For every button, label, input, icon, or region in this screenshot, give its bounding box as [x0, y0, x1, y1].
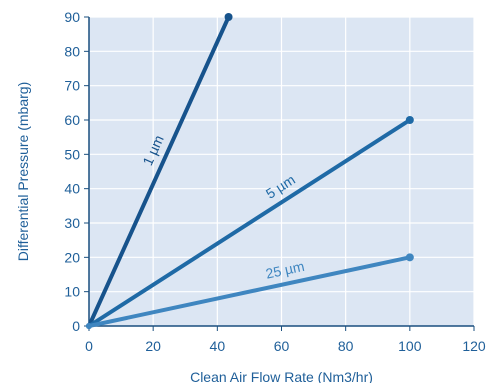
series-line — [87, 255, 412, 328]
y-tick-label: 0 — [72, 318, 80, 334]
series-line — [87, 15, 231, 328]
axes — [84, 16, 475, 331]
grid — [89, 16, 475, 326]
x-tick-label: 80 — [338, 338, 354, 354]
y-tick-label: 90 — [64, 9, 80, 25]
y-tick-label: 40 — [64, 181, 80, 197]
series-endpoint — [405, 116, 414, 124]
series-label: 25 µm — [264, 258, 306, 282]
x-tick-label: 20 — [145, 338, 161, 354]
series-startpoint — [86, 323, 92, 329]
y-tick-label: 10 — [64, 284, 80, 300]
series-lines — [86, 13, 414, 329]
y-tick-label: 30 — [64, 215, 80, 231]
series-endpoint — [405, 253, 414, 262]
x-tick-label: 100 — [398, 338, 422, 354]
y-tick-label: 20 — [64, 249, 80, 265]
series-endpoint — [224, 13, 233, 21]
x-tick-label: 120 — [462, 338, 486, 354]
y-axis-title: Differential Pressure (mbarg) — [15, 82, 31, 261]
y-tick-label: 70 — [64, 78, 80, 94]
tick-labels: 0 20 40 60 80 100 120 0 10 20 30 40 50 60 70 80 90 — [64, 9, 485, 354]
x-tick-label: 0 — [85, 338, 93, 354]
series-line — [87, 118, 412, 328]
y-tick-label: 50 — [64, 146, 80, 162]
x-tick-label: 60 — [274, 338, 290, 354]
x-axis-title: Clean Air Flow Rate (Nm3/hr) — [190, 369, 373, 383]
y-tick-label: 60 — [64, 112, 80, 128]
x-tick-label: 40 — [210, 338, 226, 354]
y-tick-label: 80 — [64, 43, 80, 59]
